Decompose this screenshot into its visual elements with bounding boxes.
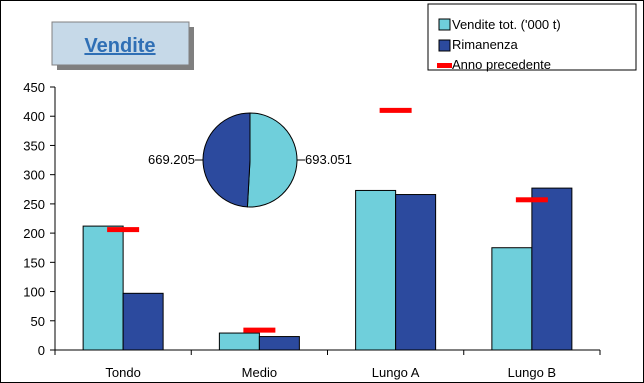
y-tick-label-0: 0	[38, 343, 45, 358]
x-category-label-3: Lungo B	[508, 365, 556, 380]
bar-vendite-0	[82, 225, 124, 351]
y-tick-label-2: 100	[23, 285, 45, 300]
pie-label-1: 669.205	[148, 152, 195, 167]
legend-swatch-vendite	[438, 18, 451, 31]
bar-vendite-1	[218, 332, 260, 351]
y-tick-label-4: 200	[23, 226, 45, 241]
legend-box	[427, 3, 637, 71]
y-tick-label-9: 450	[23, 80, 45, 95]
pie-slice-0	[246, 112, 298, 208]
marker-anno-precedente-2	[379, 107, 412, 113]
bar-rimanenza-3	[531, 187, 573, 351]
pie-label-0: 693.051	[305, 152, 352, 167]
legend-label-vendite: Vendite tot. ('000 t)	[452, 17, 561, 32]
title-box	[51, 21, 190, 66]
legend-swatch-anno-precedente	[437, 63, 452, 68]
pie-slice-1	[202, 112, 251, 208]
y-tick-label-1: 50	[31, 314, 45, 329]
x-category-label-0: Tondo	[105, 365, 140, 380]
marker-anno-precedente-1	[243, 327, 276, 333]
bar-vendite-2	[355, 189, 397, 351]
bar-rimanenza-0	[122, 292, 164, 351]
markers-layer	[107, 107, 548, 333]
bar-rimanenza-2	[395, 194, 437, 351]
y-tick-label-8: 400	[23, 109, 45, 124]
y-tick-label-7: 350	[23, 138, 45, 153]
y-tick-label-6: 300	[23, 168, 45, 183]
y-tick-label-5: 250	[23, 197, 45, 212]
bars-layer	[82, 187, 573, 351]
y-tick-label-3: 150	[23, 255, 45, 270]
marker-anno-precedente-0	[107, 227, 140, 233]
chart-title: Vendite	[84, 35, 155, 57]
legend-swatch-rimanenza	[438, 39, 451, 52]
bar-rimanenza-1	[258, 336, 300, 351]
x-category-label-1: Medio	[242, 365, 277, 380]
legend-label-rimanenza: Rimanenza	[452, 37, 519, 52]
bar-vendite-3	[491, 247, 533, 351]
pie-layer: 693.051 669.205	[148, 112, 352, 208]
legend-label-anno-precedente: Anno precedente	[452, 57, 551, 72]
axes-layer: 0 50 100 150 200 250 300 350 400 450 Tondo Medio Lun…	[23, 80, 601, 380]
marker-anno-precedente-3	[515, 197, 548, 203]
x-category-label-2: Lungo A	[372, 365, 420, 380]
